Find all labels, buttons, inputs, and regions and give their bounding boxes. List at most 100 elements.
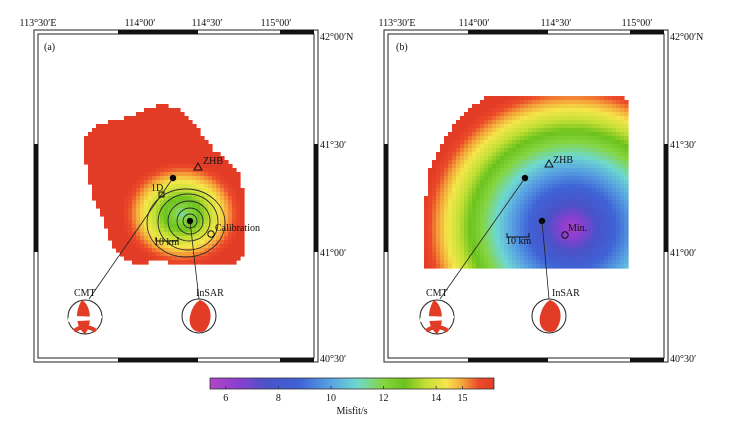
misfit-cell-b-04-28 [436, 200, 441, 205]
misfit-cell-b-25-37 [520, 236, 525, 241]
misfit-cell-b-24-23 [516, 180, 521, 185]
misfit-cell-a-13-31 [128, 224, 133, 229]
misfit-cell-b-40-15 [580, 148, 585, 153]
misfit-cell-a-23-15 [168, 160, 173, 165]
misfit-cell-b-33-20 [552, 168, 557, 173]
misfit-cell-b-27-35 [528, 228, 533, 233]
misfit-cell-b-39-02 [576, 96, 581, 101]
misfit-cell-b-43-26 [592, 192, 597, 197]
misfit-cell-b-18-42 [492, 256, 497, 261]
misfit-cell-b-37-06 [568, 112, 573, 117]
misfit-cell-b-51-44 [624, 264, 629, 269]
misfit-cell-b-29-24 [536, 184, 541, 189]
misfit-cell-a-20-03 [156, 112, 161, 117]
misfit-cell-a-12-34 [124, 236, 129, 241]
misfit-cell-a-04-17 [92, 168, 97, 173]
misfit-cell-b-16-38 [484, 240, 489, 245]
panel-a-cmt-label: CMT [74, 288, 96, 299]
misfit-cell-b-31-04 [544, 104, 549, 109]
misfit-cell-b-26-38 [524, 240, 529, 245]
misfit-cell-b-46-12 [604, 136, 609, 141]
misfit-cell-b-39-08 [576, 120, 581, 125]
misfit-cell-b-27-40 [528, 248, 533, 253]
misfit-cell-b-16-30 [484, 208, 489, 213]
misfit-cell-b-29-07 [536, 116, 541, 121]
misfit-cell-b-25-44 [520, 264, 525, 269]
misfit-cell-b-27-22 [528, 176, 533, 181]
misfit-cell-b-38-07 [572, 116, 577, 121]
misfit-cell-b-25-10 [520, 128, 525, 133]
misfit-cell-b-18-31 [492, 212, 497, 217]
misfit-cell-b-06-38 [444, 240, 449, 245]
misfit-cell-b-49-34 [616, 224, 621, 229]
misfit-cell-b-13-24 [472, 184, 477, 189]
misfit-cell-b-17-12 [488, 136, 493, 141]
misfit-cell-b-31-05 [544, 108, 549, 113]
misfit-cell-b-17-04 [488, 104, 493, 109]
misfit-cell-b-36-16 [564, 152, 569, 157]
misfit-cell-b-13-08 [472, 120, 477, 125]
misfit-cell-b-09-32 [456, 216, 461, 221]
misfit-cell-b-41-02 [584, 96, 589, 101]
misfit-cell-b-17-08 [488, 120, 493, 125]
misfit-cell-b-07-26 [448, 192, 453, 197]
misfit-cell-a-11-05 [120, 120, 125, 125]
misfit-cell-b-41-41 [584, 252, 589, 257]
misfit-cell-a-08-25 [108, 200, 113, 205]
misfit-cell-b-25-16 [520, 152, 525, 157]
misfit-cell-a-06-10 [100, 140, 105, 145]
misfit-cell-b-48-44 [612, 264, 617, 269]
misfit-cell-a-17-18 [144, 172, 149, 177]
misfit-cell-b-36-07 [564, 116, 569, 121]
misfit-cell-b-22-22 [508, 176, 513, 181]
misfit-cell-a-32-30 [204, 220, 209, 225]
misfit-cell-a-03-13 [88, 152, 93, 157]
misfit-cell-b-06-24 [444, 184, 449, 189]
misfit-cell-b-22-33 [508, 220, 513, 225]
misfit-cell-b-42-34 [588, 224, 593, 229]
misfit-cell-a-28-40 [188, 260, 193, 265]
misfit-cell-a-38-33 [228, 232, 233, 237]
misfit-cell-b-09-14 [456, 144, 461, 149]
misfit-cell-b-29-29 [536, 204, 541, 209]
misfit-cell-a-14-19 [132, 176, 137, 181]
misfit-cell-a-31-25 [200, 200, 205, 205]
misfit-cell-b-43-08 [592, 120, 597, 125]
misfit-cell-a-13-25 [128, 200, 133, 205]
misfit-cell-a-18-02 [148, 108, 153, 113]
misfit-cell-a-17-12 [144, 148, 149, 153]
misfit-cell-a-26-34 [180, 236, 185, 241]
misfit-cell-b-44-22 [596, 176, 601, 181]
misfit-cell-a-10-09 [116, 136, 121, 141]
colorbar-tick-label: 8 [276, 393, 281, 404]
misfit-cell-b-27-44 [528, 264, 533, 269]
misfit-cell-b-51-22 [624, 176, 629, 181]
misfit-cell-b-43-42 [592, 256, 597, 261]
misfit-cell-b-09-37 [456, 236, 461, 241]
misfit-cell-b-48-43 [612, 260, 617, 265]
misfit-cell-b-33-04 [552, 104, 557, 109]
misfit-cell-b-33-19 [552, 164, 557, 169]
misfit-cell-b-01-28 [424, 200, 429, 205]
misfit-cell-b-44-19 [596, 164, 601, 169]
misfit-cell-b-50-30 [620, 208, 625, 213]
misfit-cell-b-09-23 [456, 180, 461, 185]
misfit-cell-a-17-34 [144, 236, 149, 241]
panel-a-1d: 1D [151, 183, 165, 198]
misfit-cell-b-20-33 [500, 220, 505, 225]
misfit-cell-b-26-19 [524, 164, 529, 169]
misfit-cell-b-35-02 [560, 96, 565, 101]
misfit-cell-a-08-18 [108, 172, 113, 177]
misfit-cell-b-44-17 [596, 156, 601, 161]
misfit-cell-b-45-05 [600, 108, 605, 113]
misfit-cell-b-25-12 [520, 136, 525, 141]
misfit-cell-b-30-09 [540, 124, 545, 129]
misfit-cell-b-11-26 [464, 192, 469, 197]
misfit-cell-a-22-36 [164, 244, 169, 249]
misfit-cell-a-11-06 [120, 124, 125, 129]
misfit-cell-b-27-05 [528, 108, 533, 113]
misfit-cell-b-43-22 [592, 176, 597, 181]
misfit-cell-b-40-25 [580, 188, 585, 193]
misfit-cell-b-14-16 [476, 152, 481, 157]
misfit-cell-b-34-10 [556, 128, 561, 133]
